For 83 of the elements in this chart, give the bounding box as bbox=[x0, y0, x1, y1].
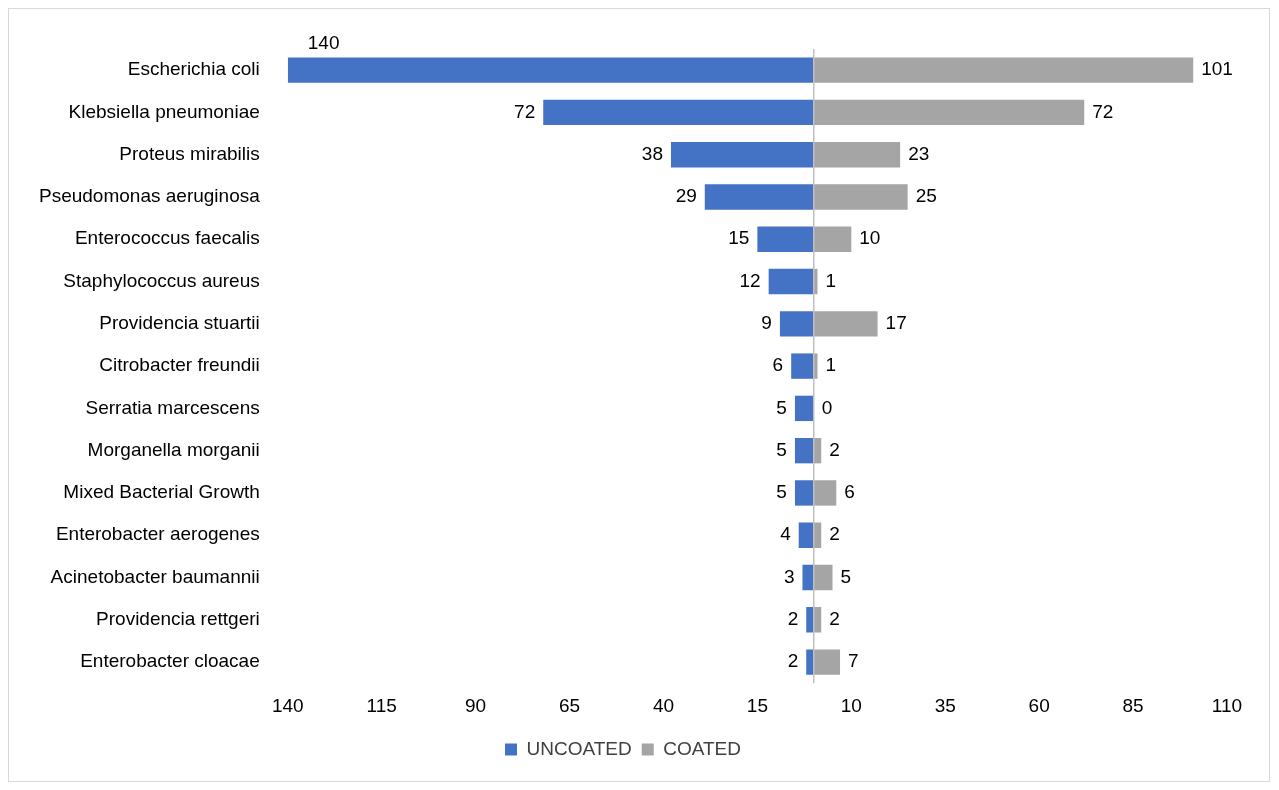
y-tick-label: Escherichia coli bbox=[127, 58, 260, 80]
y-tick-label: Proteus mirabilis bbox=[119, 142, 260, 164]
bar bbox=[287, 57, 814, 83]
data-label: 10 bbox=[859, 227, 881, 249]
bar bbox=[802, 564, 814, 591]
data-label: 72 bbox=[1092, 100, 1114, 122]
bar bbox=[813, 226, 852, 252]
x-tick-label: 110 bbox=[1211, 694, 1243, 716]
data-label: 5 bbox=[840, 565, 852, 587]
data-label: 101 bbox=[1201, 58, 1233, 80]
bar bbox=[813, 564, 833, 591]
data-label: 15 bbox=[728, 227, 750, 249]
data-label: 0 bbox=[821, 396, 833, 418]
data-label: 3 bbox=[783, 565, 795, 587]
data-label: 23 bbox=[908, 142, 930, 164]
bar bbox=[798, 522, 814, 548]
bar bbox=[794, 480, 814, 506]
bar bbox=[794, 395, 814, 422]
y-tick-label: Providencia stuartii bbox=[99, 312, 260, 334]
y-tick-label: Klebsiella pneumoniae bbox=[68, 100, 260, 122]
data-label: 7 bbox=[848, 650, 859, 672]
y-tick-label: Enterococcus faecalis bbox=[74, 227, 260, 249]
data-label: 2 bbox=[787, 650, 799, 672]
data-label: 5 bbox=[776, 438, 787, 460]
data-label: 38 bbox=[641, 142, 663, 164]
bar bbox=[670, 142, 814, 168]
data-label: 1 bbox=[825, 269, 837, 291]
legend-label: UNCOATED bbox=[526, 737, 632, 759]
y-tick-label: Staphylococcus aureus bbox=[63, 269, 260, 291]
bar bbox=[813, 480, 837, 506]
data-label: 1 bbox=[825, 354, 837, 376]
data-label: 2 bbox=[829, 608, 840, 630]
x-tick-label: 40 bbox=[652, 694, 675, 716]
x-tick-label: 60 bbox=[1028, 694, 1050, 716]
y-tick-label: Enterobacter cloacae bbox=[80, 650, 260, 672]
data-label: 29 bbox=[675, 185, 697, 207]
bar bbox=[813, 99, 1085, 126]
data-label: 6 bbox=[772, 354, 784, 376]
data-label: 72 bbox=[514, 100, 536, 122]
y-tick-label: Citrobacter freundii bbox=[99, 354, 260, 376]
data-label: 12 bbox=[739, 269, 761, 291]
y-tick-label: Enterobacter aerogenes bbox=[55, 523, 260, 545]
x-tick-label: 115 bbox=[366, 694, 397, 716]
x-tick-label: 140 bbox=[271, 694, 304, 716]
data-label: 2 bbox=[829, 523, 840, 545]
data-label: 4 bbox=[780, 523, 792, 545]
bar bbox=[813, 522, 822, 548]
bar bbox=[813, 311, 878, 337]
bar bbox=[813, 184, 908, 210]
y-tick-label: Acinetobacter baumannii bbox=[50, 565, 260, 587]
x-tick-label: 90 bbox=[465, 694, 487, 716]
data-label: 2 bbox=[829, 438, 840, 460]
legend-label: COATED bbox=[663, 737, 741, 759]
data-label: 140 bbox=[307, 31, 340, 53]
y-tick-label: Mixed Bacterial Growth bbox=[63, 481, 260, 503]
data-label: 17 bbox=[885, 312, 907, 334]
data-label: 2 bbox=[787, 608, 799, 630]
y-tick-label: Serratia marcescens bbox=[85, 396, 260, 418]
bar bbox=[757, 226, 814, 252]
bar bbox=[791, 353, 814, 379]
data-label: 25 bbox=[915, 185, 937, 207]
bar bbox=[543, 99, 814, 126]
x-tick-label: 10 bbox=[840, 694, 862, 716]
data-label: 6 bbox=[844, 481, 855, 503]
x-tick-label: 35 bbox=[934, 694, 956, 716]
x-tick-label: 15 bbox=[746, 694, 768, 716]
bar bbox=[813, 649, 841, 675]
data-label: 5 bbox=[776, 481, 787, 503]
data-label: 9 bbox=[761, 312, 772, 334]
bar bbox=[779, 311, 814, 337]
y-tick-label: Morganella morganii bbox=[87, 438, 260, 460]
bar bbox=[768, 268, 814, 295]
bar bbox=[794, 437, 814, 464]
x-tick-label: 85 bbox=[1122, 694, 1144, 716]
bar bbox=[813, 437, 822, 464]
y-tick-label: Providencia rettgeri bbox=[96, 608, 260, 630]
data-label: 5 bbox=[776, 396, 787, 418]
bar bbox=[813, 142, 901, 168]
y-tick-label: Pseudomonas aeruginosa bbox=[39, 185, 261, 207]
bar bbox=[704, 184, 814, 210]
bar bbox=[813, 607, 822, 633]
bar bbox=[813, 57, 1194, 83]
x-tick-label: 65 bbox=[558, 694, 581, 716]
